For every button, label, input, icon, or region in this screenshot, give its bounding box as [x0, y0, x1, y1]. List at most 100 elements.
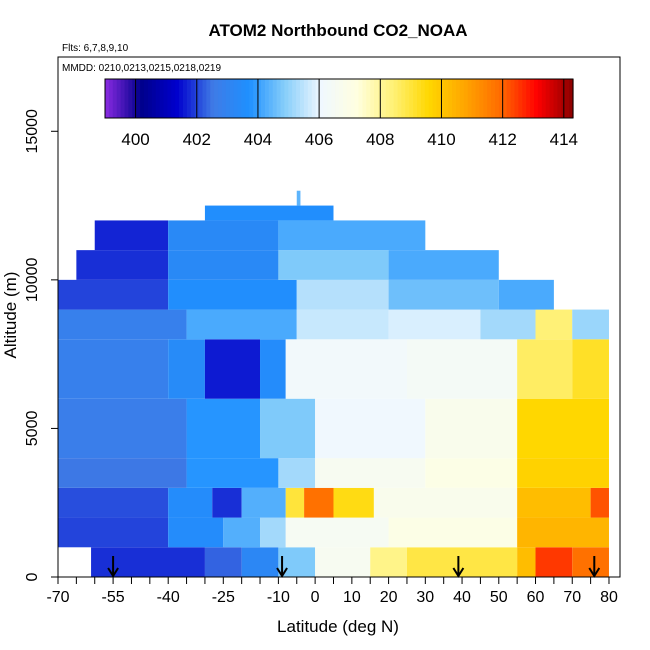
colorbar-segment-118 [565, 79, 570, 118]
x-tick-label-60: 60 [527, 589, 545, 606]
x-tick-label-0: 0 [311, 589, 320, 606]
heat-cell-17 [58, 487, 169, 518]
x-tick-label--55: -55 [102, 589, 125, 606]
heat-cell-39 [58, 339, 169, 399]
colorbar-segment-73 [389, 79, 395, 118]
heat-cell-52 [535, 309, 573, 340]
y-tick-label-15000: 15000 [24, 109, 41, 154]
colorbar-segment-61 [342, 79, 348, 118]
colorbar-tick-label-412: 412 [488, 130, 516, 149]
heat-cell-23 [333, 487, 374, 518]
heat-cell-26 [590, 487, 609, 518]
heat-cell-34 [186, 398, 261, 459]
y-tick-label-10000: 10000 [24, 258, 41, 303]
colorbar-segment-63 [350, 79, 356, 118]
heat-cell-37 [425, 398, 518, 459]
colorbar-segment-8 [136, 79, 141, 118]
colorbar-segment-2 [112, 79, 118, 118]
colorbar-segment-104 [510, 79, 516, 118]
colorbar-segment-49 [296, 79, 301, 118]
colorbar-segment-74 [393, 79, 399, 118]
colorbar-segment-33 [233, 79, 239, 118]
heat-cell-65 [278, 220, 426, 251]
colorbar-segment-52 [307, 79, 313, 118]
colorbar-segment-53 [311, 79, 317, 118]
colorbar-segment-97 [483, 79, 488, 118]
colorbar-segment-72 [385, 79, 391, 118]
colorbar [104, 78, 574, 119]
x-tick-label-20: 20 [380, 589, 398, 606]
colorbar-segment-85 [436, 79, 441, 118]
colorbar-segment-62 [346, 79, 352, 118]
colorbar-segment-17 [171, 79, 176, 118]
colorbar-segment-22 [190, 79, 196, 118]
colorbar-segment-71 [381, 79, 387, 118]
x-tick-label-10: 10 [343, 589, 361, 606]
heat-cell-12 [223, 517, 261, 548]
y-axis: 0 5000 10000 15000 [24, 109, 58, 581]
colorbar-segment-75 [397, 79, 402, 118]
heat-cell-43 [285, 339, 407, 399]
colorbar-segment-80 [417, 79, 422, 118]
heat-cell-61 [278, 250, 389, 280]
colorbar-segment-66 [362, 79, 367, 118]
heat-cell-24 [373, 487, 518, 518]
colorbar-tick-label-406: 406 [305, 130, 333, 149]
colorbar-labels: 400 402 404 406 408 410 412 414 [121, 130, 578, 149]
colorbar-segment-59 [335, 79, 340, 118]
heat-cell-44 [406, 339, 518, 399]
heat-cell-0 [91, 547, 205, 577]
heat-cell-57 [388, 279, 499, 310]
colorbar-segment-42 [268, 79, 274, 118]
x-tick-label--25: -25 [212, 589, 235, 606]
colorbar-segment-60 [339, 79, 344, 118]
colorbar-segment-55 [319, 79, 324, 118]
heat-cell-50 [388, 309, 481, 340]
colorbar-segment-16 [167, 79, 172, 118]
colorbar-segment-94 [471, 79, 477, 118]
colorbar-tick-label-404: 404 [244, 130, 272, 149]
heat-cell-22 [304, 487, 334, 518]
colorbar-segment-44 [276, 79, 282, 118]
x-tick-label-70: 70 [563, 589, 581, 606]
x-tick-label-80: 80 [600, 589, 618, 606]
heat-cell-19 [212, 487, 242, 518]
colorbar-segment-56 [323, 79, 328, 118]
colorbar-segment-91 [459, 79, 465, 118]
colorbar-segment-116 [557, 79, 562, 118]
colorbar-segment-12 [151, 79, 157, 118]
heat-cell-49 [296, 309, 389, 340]
colorbar-segment-13 [155, 79, 161, 118]
colorbar-segment-88 [448, 79, 453, 118]
colorbar-segment-45 [280, 79, 285, 118]
colorbar-segment-39 [257, 79, 262, 118]
colorbar-segment-101 [498, 79, 504, 118]
heat-cell-6 [406, 547, 518, 577]
heat-cell-4 [315, 547, 371, 577]
colorbar-segment-68 [370, 79, 375, 118]
colorbar-segment-69 [374, 79, 379, 118]
colorbar-segment-58 [331, 79, 336, 118]
heat-cell-28 [186, 458, 279, 488]
colorbar-segment-46 [284, 79, 289, 118]
colorbar-segment-65 [358, 79, 363, 118]
colorbar-segment-31 [225, 79, 231, 118]
colorbar-segment-111 [537, 79, 543, 118]
heat-cell-5 [370, 547, 407, 577]
colorbar-segment-20 [183, 79, 188, 118]
colorbar-segment-106 [518, 79, 523, 118]
heat-cell-66 [204, 205, 334, 221]
heat-cell-48 [186, 309, 297, 340]
heat-cell-30 [315, 458, 426, 488]
heat-cell-46 [572, 339, 609, 399]
x-tick-label--40: -40 [157, 589, 180, 606]
colorbar-segment-36 [245, 79, 250, 118]
colorbar-segment-77 [405, 79, 410, 118]
colorbar-segment-35 [241, 79, 246, 118]
colorbar-segment-24 [198, 79, 204, 118]
x-tick-label--10: -10 [267, 589, 290, 606]
heat-cell-29 [278, 458, 316, 488]
heat-cell-59 [76, 250, 169, 280]
